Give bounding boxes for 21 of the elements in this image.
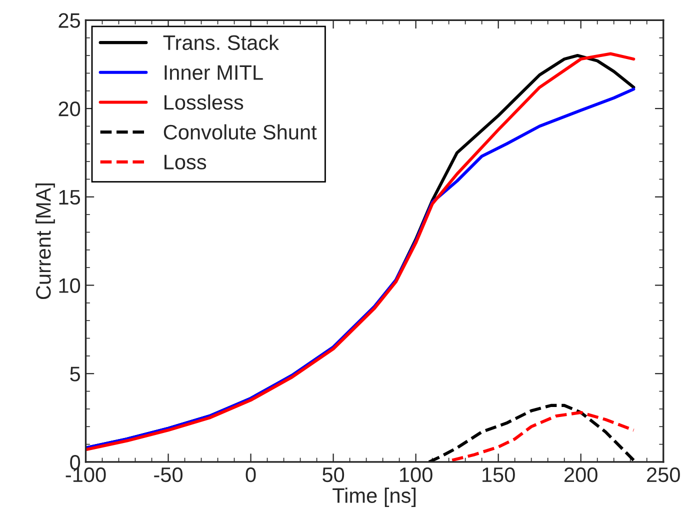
legend-label: Loss: [164, 154, 206, 170]
x-tick-label: 0: [246, 467, 256, 482]
line-series: [427, 404, 636, 462]
x-axis-title: Time [ns]: [332, 488, 416, 508]
x-tick-label: -50: [154, 467, 183, 482]
y-tick-label: 5: [70, 366, 80, 382]
x-tick-label: 50: [322, 467, 344, 482]
line-series: [450, 410, 636, 462]
x-tick-label: 200: [564, 467, 598, 482]
x-tick-label: 250: [647, 467, 680, 482]
y-tick-label: 10: [59, 278, 80, 294]
legend-label: Inner MITL: [164, 65, 263, 80]
y-tick-label: 25: [58, 13, 80, 28]
y-tick-label: 15: [59, 190, 80, 205]
legend-label: Lossless: [164, 94, 244, 110]
x-tick-label: 100: [400, 467, 432, 482]
y-tick-label: 20: [58, 102, 80, 116]
x-tick-label: 150: [482, 467, 515, 482]
legend-label: Trans. Stack: [163, 34, 280, 50]
legend-label: Convolute Shunt: [164, 124, 317, 140]
y-axis-title: Current [MA]: [36, 184, 55, 300]
